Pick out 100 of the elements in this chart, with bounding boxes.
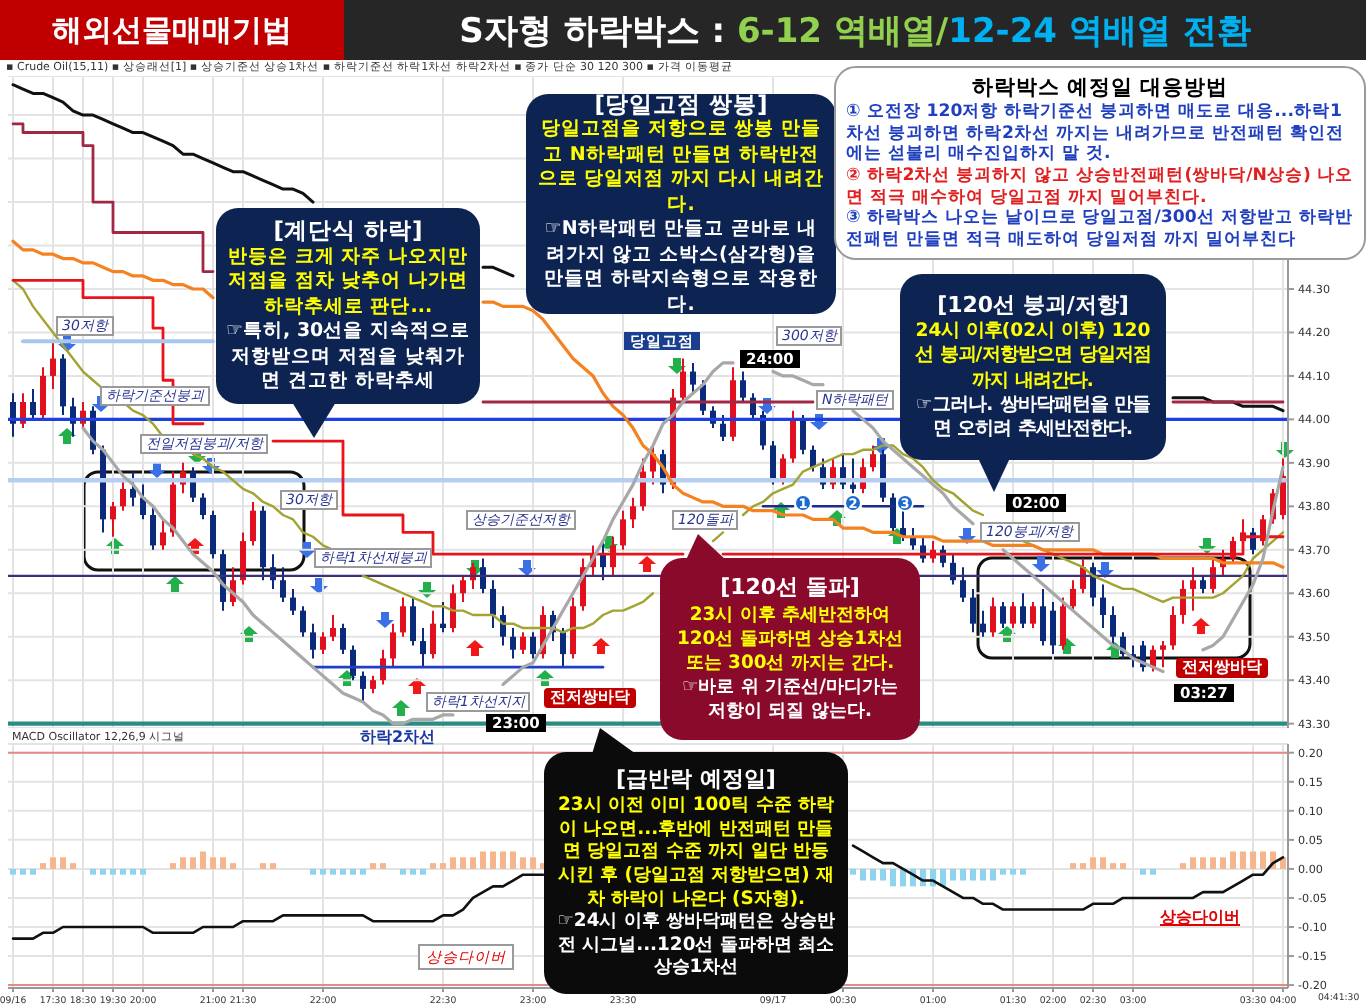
bar xyxy=(330,868,336,875)
candlestick xyxy=(520,631,526,656)
bar xyxy=(850,868,856,875)
callout-box: [120선 붕괴/저항] 24시 이후(02시 이후) 120선 붕괴/저항받으면 당일저점 까지 내려간다. ☞그러나. 쌍바닥패턴을 만들면 오히려 추세반전한다. xyxy=(900,274,1166,460)
bar xyxy=(210,857,216,869)
callout-box: [계단식 하락] 반등은 크게 자주 나오지만 저점을 점차 낮추어 나가면 하락추세로 판단... ☞특히, 30선을 지속적으로 저항받으며 저점을 낮춰가면 견고한 하락추세 xyxy=(216,208,480,404)
annotation: 전저쌍바닥 xyxy=(544,688,636,708)
candlestick xyxy=(1210,557,1216,595)
annotation: 하락2차선 xyxy=(360,728,436,746)
bar xyxy=(440,863,446,869)
bar xyxy=(40,863,46,869)
candlestick xyxy=(960,566,966,603)
bar xyxy=(1260,851,1266,869)
bar xyxy=(1230,851,1236,869)
candlestick xyxy=(420,627,426,669)
candlestick xyxy=(1070,579,1076,612)
bar xyxy=(1070,863,1076,869)
bar xyxy=(120,868,126,875)
bar xyxy=(510,851,516,869)
candlestick xyxy=(330,613,336,643)
candlestick xyxy=(200,492,206,521)
bar xyxy=(1190,857,1196,869)
bar xyxy=(480,851,486,869)
callout-box: [당일고점 쌍봉] 당일고점을 저항으로 쌍봉 만들고 N하락패턴 만들면 하락반전으로 당일저점 까지 다시 내려간다. ☞N하락패턴 만들고 곧바로 내려가지 않고 소박스(삼각형)을 만들면 하락지속형으로 작용한다. xyxy=(526,94,836,314)
annotation: 전저쌍바닥 xyxy=(1176,658,1268,678)
bar xyxy=(1120,863,1126,869)
candlestick xyxy=(50,340,56,390)
callout-box: 하락박스 예정일 대응방법 ① 오전장 120저항 하락기준선 붕괴하면 매도로 대응...하락1차선 붕괴하면 하락2차선 까지는 내려가므로 반전패턴 확인전에는 섣불리 매수진입하지 말 것. ② 하락2차선 붕괴하지 않고 상승반전패턴(쌍바닥/N상승) 나오면 적극 매수하여 당일고점 까지 밀어부친다. ③ 하락박스 나오는 날이므로 당일고점/300선 저항받고 하락반전패턴 만들면 적극 매도하여 당일저점 까지 밀어부친다 xyxy=(834,66,1366,260)
bar xyxy=(1150,868,1156,875)
bar xyxy=(1090,857,1096,869)
candlestick xyxy=(740,370,746,403)
bar xyxy=(200,851,206,869)
candlestick xyxy=(130,470,136,508)
bar xyxy=(230,863,236,869)
candlestick xyxy=(490,579,496,630)
bar xyxy=(500,851,506,869)
bar xyxy=(50,857,56,869)
bar xyxy=(950,868,956,881)
bar xyxy=(450,857,456,869)
bar xyxy=(890,868,896,887)
bar xyxy=(970,868,976,881)
candlestick xyxy=(390,622,396,669)
bar xyxy=(1110,863,1116,869)
bar xyxy=(1210,857,1216,869)
bar xyxy=(960,868,966,881)
candlestick xyxy=(770,440,776,486)
candlestick xyxy=(430,609,436,660)
candlestick xyxy=(680,357,686,403)
candlestick xyxy=(1110,605,1116,647)
bar xyxy=(430,863,436,869)
bar xyxy=(420,868,426,875)
candlestick xyxy=(790,409,796,464)
bar xyxy=(10,868,16,875)
candlestick xyxy=(1190,566,1196,612)
candlestick xyxy=(360,670,366,703)
bar xyxy=(110,868,116,875)
candlestick xyxy=(30,387,36,421)
chart-subtitle: 해외선물매매기법 xyxy=(0,0,344,60)
bar xyxy=(30,868,36,875)
candlestick xyxy=(850,457,856,495)
bar xyxy=(20,868,26,875)
bar xyxy=(530,857,536,869)
candlestick xyxy=(1000,600,1006,630)
bar xyxy=(1220,857,1226,869)
bar xyxy=(990,868,996,881)
candlestick xyxy=(1170,605,1176,651)
bar xyxy=(860,868,866,881)
candlestick xyxy=(310,622,316,660)
bar xyxy=(320,868,326,875)
bar xyxy=(1020,868,1026,875)
candlestick xyxy=(510,627,516,660)
candlestick xyxy=(410,596,416,647)
candlestick xyxy=(800,414,806,456)
bar xyxy=(1200,857,1206,869)
bar xyxy=(310,868,316,875)
candlestick xyxy=(350,644,356,682)
bar xyxy=(410,868,416,875)
bar xyxy=(340,868,346,875)
candlestick xyxy=(240,531,246,586)
candlestick xyxy=(1030,600,1036,630)
bar xyxy=(1240,851,1246,869)
bar xyxy=(220,857,226,869)
bar xyxy=(170,863,176,869)
callout-box: [120선 돌파] 23시 이후 추세반전하여 120선 돌파하면 상승1차선 또는 300선 까지는 간다. ☞바로 위 기준선/마디가는 저항이 되질 않는다. xyxy=(660,558,920,740)
candlestick xyxy=(870,444,876,473)
bar xyxy=(90,868,96,875)
bar xyxy=(980,868,986,881)
bar xyxy=(460,857,466,869)
candlestick xyxy=(320,631,326,656)
bar xyxy=(380,863,386,869)
bar xyxy=(60,857,66,869)
candlestick xyxy=(480,557,486,595)
candlestick xyxy=(250,500,256,547)
candlestick xyxy=(1100,583,1106,630)
bar xyxy=(1000,868,1006,875)
candlestick xyxy=(460,574,466,603)
annotation: [120선 붕괴/저항] 24시 이후(02시 이후) 120선 붕괴/저항받으면 당일저점 까지 내려간다. ☞그러나. 쌍바닥패턴을 만들면 오히려 추세반전한다. xyxy=(913,291,1153,443)
candlestick xyxy=(110,500,116,538)
annotation: 상승다이버 xyxy=(1160,908,1240,928)
candlestick xyxy=(1060,596,1066,651)
